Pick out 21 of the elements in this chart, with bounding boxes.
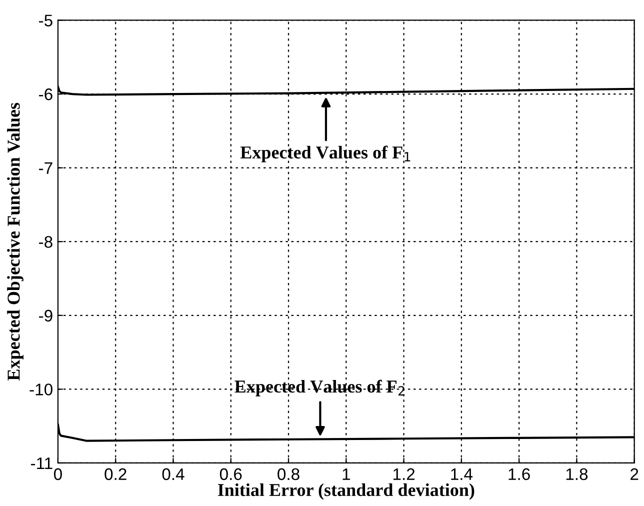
y-axis-title: Expected Objective Function Values (7, 102, 24, 380)
y-tick-label: -10 (30, 384, 52, 396)
x-tick-label: 1.2 (393, 468, 415, 480)
x-tick-label: 1 (342, 468, 350, 480)
x-tick-label: 0.2 (104, 468, 126, 480)
y-tick-label: -7 (39, 162, 52, 174)
x-tick-label: 0.4 (162, 468, 184, 480)
x-tick-label: 1.6 (508, 468, 530, 480)
x-tick-label: 0.8 (278, 468, 300, 480)
x-tick-label: 2 (630, 468, 638, 480)
y-tick-label: -8 (39, 236, 52, 248)
annotation: Expected Values of F$_{1}$ (240, 146, 410, 162)
y-tick-label: -6 (39, 88, 52, 100)
x-tick-label: 1.8 (566, 468, 588, 480)
y-tick-label: -9 (39, 310, 52, 322)
x-tick-label: 0 (54, 468, 62, 480)
x-axis-title: Initial Error (standard deviation) (218, 483, 474, 500)
y-tick-label: -11 (30, 458, 52, 470)
x-tick-label: 1.4 (451, 468, 473, 480)
x-tick-label: 0.6 (220, 468, 242, 480)
y-tick-label: -5 (39, 14, 52, 26)
